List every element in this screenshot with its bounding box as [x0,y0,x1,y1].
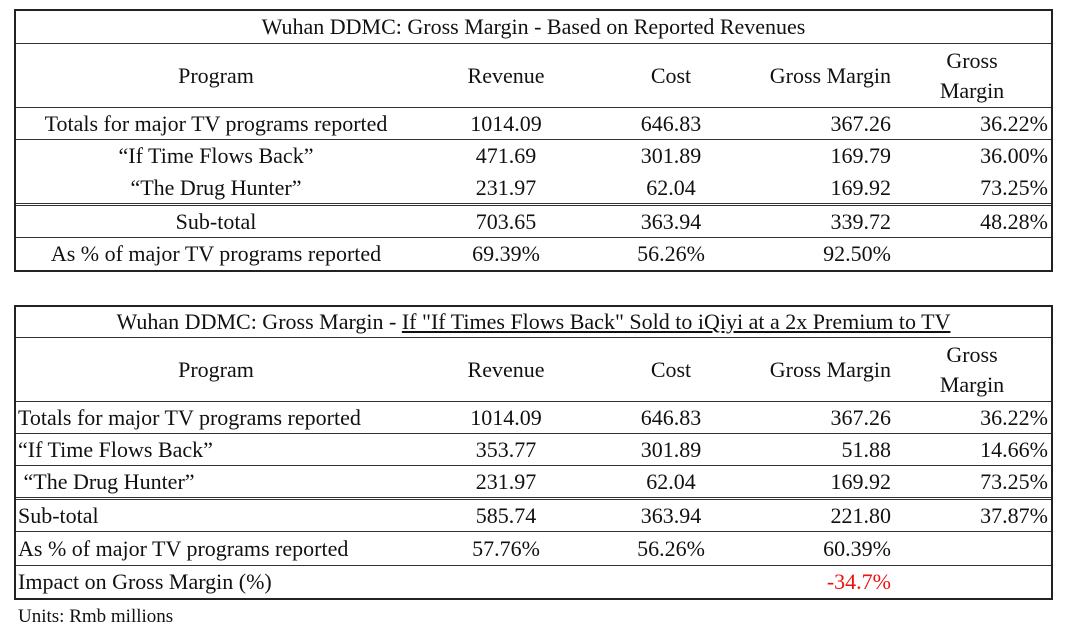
cell-program: “The Drug Hunter” [130,174,302,200]
cell-gross-margin: 169.92 [830,174,892,200]
header-gross-margin-pct: Gross Margin [896,44,1048,107]
header-gross-margin: Gross Margin [769,356,891,382]
cell-program: Totals for major TV programs reported [18,404,361,430]
table1-header-row: Program Revenue Cost Gross Margin Gross … [16,44,1051,108]
table-row: Totals for major TV programs reported 10… [16,402,1051,434]
cell-gm-pct: 14.66% [980,436,1048,462]
table-row: “If Time Flows Back” 471.69 301.89 169.7… [16,140,1051,172]
cell-gm-pct: 36.22% [980,110,1048,136]
cell-gross-margin: 92.50% [823,241,891,266]
table-row: “The Drug Hunter” 231.97 62.04 169.92 73… [16,172,1051,206]
table-row: “If Time Flows Back” 353.77 301.89 51.88… [16,434,1051,466]
cell-gross-margin: 339.72 [830,208,892,234]
header-gross-margin-pct: Gross Margin [896,338,1048,401]
units-note: Units: Rmb millions [18,606,174,627]
cell-gm-pct: 36.22% [980,404,1048,430]
cell-gm-pct: 37.87% [980,502,1048,528]
cell-revenue: 1014.09 [470,110,542,136]
cell-revenue: 585.74 [475,502,537,528]
cell-revenue: 231.97 [475,174,537,200]
table-row: “The Drug Hunter” 231.97 62.04 169.92 73… [16,466,1051,500]
cell-revenue: 231.97 [475,468,537,494]
table2-header-row: Program Revenue Cost Gross Margin Gross … [16,338,1051,402]
cell-gm-pct: 73.25% [980,174,1048,200]
cell-revenue: 471.69 [475,143,537,168]
cell-revenue: 1014.09 [470,404,542,430]
cell-program: Impact on Gross Margin (%) [18,569,272,594]
table2-title-underlined: If "If Times Flows Back" Sold to iQiyi a… [401,309,951,334]
cell-revenue: 57.76% [472,535,540,561]
cell-program: Sub-total [175,208,257,234]
cell-program: “If Time Flows Back” [18,436,213,462]
cell-gross-margin: 169.92 [830,468,892,494]
table2-title: Wuhan DDMC: Gross Margin - If "If Times … [16,307,1051,338]
cell-cost: 62.04 [646,468,696,494]
cell-revenue: 353.77 [475,436,537,462]
header-gm-pct-line2: Margin [939,371,1005,397]
header-program: Program [178,62,254,88]
cell-gm-pct: 48.28% [980,208,1048,234]
table2-title-prefix: Wuhan DDMC: Gross Margin - [116,309,402,334]
cell-cost: 56.26% [637,535,705,561]
cell-gross-margin: 60.39% [823,535,891,561]
table-row: As % of major TV programs reported 57.76… [16,532,1051,566]
cell-program: Sub-total [18,502,99,528]
header-program: Program [178,356,254,382]
header-cost: Cost [650,62,692,88]
header-revenue: Revenue [467,62,545,88]
table1-title: Wuhan DDMC: Gross Margin - Based on Repo… [16,11,1051,44]
header-gross-margin: Gross Margin [769,62,891,88]
cell-program: “If Time Flows Back” [118,143,314,168]
cell-cost: 62.04 [646,174,696,200]
table-row: Impact on Gross Margin (%) -34.7% [16,566,1051,598]
cell-gm-pct [896,238,1048,270]
cell-cost: 646.83 [640,110,702,136]
header-gm-pct-line1: Gross [946,341,998,367]
cell-program: Totals for major TV programs reported [44,110,388,136]
header-gm-pct-line2: Margin [939,77,1005,103]
cell-cost: 363.94 [640,208,702,234]
cell-gm-pct [896,532,1048,565]
table-row: As % of major TV programs reported 69.39… [16,238,1051,270]
header-gm-pct-line1: Gross [946,47,998,73]
cell-cost: 301.89 [640,143,702,168]
cell-gross-margin: 51.88 [841,436,892,462]
cell-cost: 646.83 [640,404,702,430]
header-revenue: Revenue [467,356,545,382]
cell-cost [606,566,736,598]
cell-gm-pct: 73.25% [980,468,1048,494]
header-cost: Cost [650,356,692,382]
cell-program: “The Drug Hunter” [18,468,195,494]
cell-revenue: 703.65 [475,208,537,234]
cell-gm-pct [896,566,1048,598]
cell-program: As % of major TV programs reported [50,241,382,266]
cell-revenue [416,566,596,598]
cell-revenue: 69.39% [472,241,540,266]
gross-margin-scenario-table: Wuhan DDMC: Gross Margin - If "If Times … [14,305,1053,600]
table-row: Sub-total 585.74 363.94 221.80 37.87% [16,500,1051,532]
cell-cost: 56.26% [637,241,705,266]
cell-gross-margin-impact: -34.7% [826,569,891,594]
cell-gross-margin: 169.79 [830,143,892,168]
cell-cost: 301.89 [640,436,702,462]
cell-cost: 363.94 [640,502,702,528]
cell-program: As % of major TV programs reported [18,535,349,561]
cell-gm-pct: 36.00% [980,143,1048,168]
table-row: Totals for major TV programs reported 10… [16,108,1051,140]
table-row: Sub-total 703.65 363.94 339.72 48.28% [16,206,1051,238]
cell-gross-margin: 367.26 [830,110,892,136]
gross-margin-reported-table: Wuhan DDMC: Gross Margin - Based on Repo… [14,9,1053,272]
cell-gross-margin: 221.80 [830,502,892,528]
cell-gross-margin: 367.26 [830,404,892,430]
